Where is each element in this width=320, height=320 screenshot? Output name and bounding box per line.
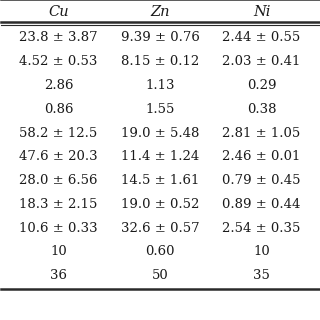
Text: 28.0 ± 6.56: 28.0 ± 6.56 (19, 174, 98, 187)
Text: 0.60: 0.60 (145, 245, 175, 259)
Text: 58.2 ± 12.5: 58.2 ± 12.5 (20, 126, 98, 140)
Text: 23.8 ± 3.87: 23.8 ± 3.87 (19, 31, 98, 44)
Text: 14.5 ± 1.61: 14.5 ± 1.61 (121, 174, 199, 187)
Text: 2.86: 2.86 (44, 79, 73, 92)
Text: 19.0 ± 0.52: 19.0 ± 0.52 (121, 198, 199, 211)
Text: 50: 50 (152, 269, 168, 282)
Text: 0.79 ± 0.45: 0.79 ± 0.45 (222, 174, 301, 187)
Text: 4.52 ± 0.53: 4.52 ± 0.53 (19, 55, 98, 68)
Text: 47.6 ± 20.3: 47.6 ± 20.3 (19, 150, 98, 163)
Text: 10: 10 (253, 245, 270, 259)
Text: 0.38: 0.38 (247, 103, 276, 116)
Text: 0.29: 0.29 (247, 79, 276, 92)
Text: 35: 35 (253, 269, 270, 282)
Text: 18.3 ± 2.15: 18.3 ± 2.15 (19, 198, 98, 211)
Text: Cu: Cu (48, 5, 69, 20)
Text: 0.86: 0.86 (44, 103, 73, 116)
Text: 0.89 ± 0.44: 0.89 ± 0.44 (222, 198, 301, 211)
Text: 2.03 ± 0.41: 2.03 ± 0.41 (222, 55, 301, 68)
Text: 32.6 ± 0.57: 32.6 ± 0.57 (121, 222, 199, 235)
Text: 2.46 ± 0.01: 2.46 ± 0.01 (222, 150, 301, 163)
Text: 10.6 ± 0.33: 10.6 ± 0.33 (19, 222, 98, 235)
Text: 2.54 ± 0.35: 2.54 ± 0.35 (222, 222, 301, 235)
Text: 9.39 ± 0.76: 9.39 ± 0.76 (121, 31, 199, 44)
Text: 2.44 ± 0.55: 2.44 ± 0.55 (222, 31, 300, 44)
Text: 10: 10 (50, 245, 67, 259)
Text: 1.13: 1.13 (145, 79, 175, 92)
Text: Zn: Zn (150, 5, 170, 20)
Text: 1.55: 1.55 (145, 103, 175, 116)
Text: 8.15 ± 0.12: 8.15 ± 0.12 (121, 55, 199, 68)
Text: 2.81 ± 1.05: 2.81 ± 1.05 (222, 126, 300, 140)
Text: Ni: Ni (253, 5, 270, 20)
Text: 19.0 ± 5.48: 19.0 ± 5.48 (121, 126, 199, 140)
Text: 11.4 ± 1.24: 11.4 ± 1.24 (121, 150, 199, 163)
Text: 36: 36 (50, 269, 67, 282)
